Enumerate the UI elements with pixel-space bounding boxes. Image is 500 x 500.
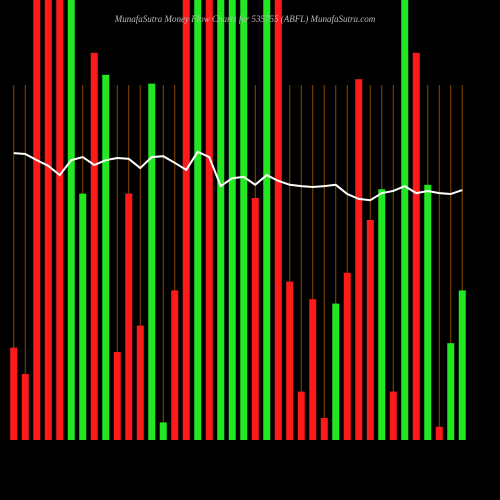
bar <box>228 0 236 440</box>
bar <box>401 0 409 440</box>
bar <box>194 0 202 440</box>
bar <box>297 391 305 440</box>
bar <box>217 0 225 440</box>
bar <box>435 426 443 440</box>
money-flow-line <box>13 150 463 202</box>
bar <box>44 0 52 440</box>
bar <box>67 0 75 440</box>
bar <box>309 299 317 440</box>
bar <box>205 0 213 440</box>
bar <box>263 0 271 440</box>
bar <box>136 325 144 440</box>
bar <box>458 290 466 440</box>
bar <box>424 184 432 440</box>
chart-title: MunafaSutra Money Flow Charts for 535755… <box>114 14 376 24</box>
bar <box>113 352 121 440</box>
bar <box>125 193 133 440</box>
bar <box>343 272 351 440</box>
plot <box>10 0 466 441</box>
bar <box>33 0 41 440</box>
bar <box>447 343 455 440</box>
bar <box>274 0 282 440</box>
bar <box>79 193 87 440</box>
bar <box>355 79 363 440</box>
bar <box>251 198 259 440</box>
bar <box>56 0 64 440</box>
bar <box>412 52 420 441</box>
bar <box>10 347 18 440</box>
bar <box>102 74 110 441</box>
bar <box>240 0 248 440</box>
bar <box>332 303 340 440</box>
bar <box>148 83 156 440</box>
bar <box>90 52 98 441</box>
bar <box>21 374 29 440</box>
bar <box>159 422 167 440</box>
bar <box>320 418 328 440</box>
bar <box>366 220 374 440</box>
bar <box>171 290 179 440</box>
bar <box>378 189 386 440</box>
bar <box>182 0 190 440</box>
bar <box>286 281 294 440</box>
bar <box>389 391 397 440</box>
